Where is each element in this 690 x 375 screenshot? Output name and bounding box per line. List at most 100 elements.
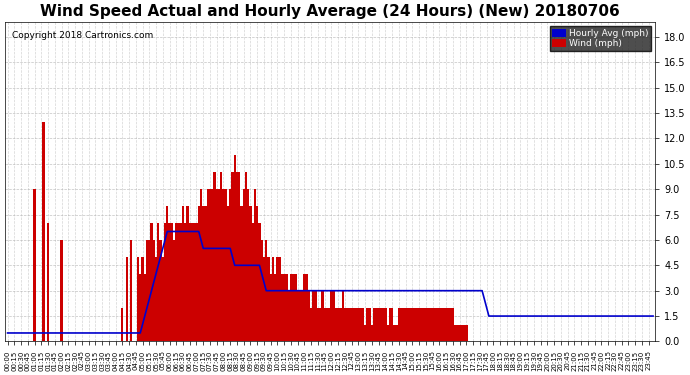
Bar [146,240,148,341]
Bar [191,223,193,341]
Bar [422,308,425,341]
Bar [126,257,128,341]
Bar [301,291,304,341]
Bar [445,308,447,341]
Bar [281,274,283,341]
Bar [351,308,353,341]
Bar [243,189,245,341]
Bar [333,291,335,341]
Bar [286,274,288,341]
Bar [218,189,220,341]
Bar [326,308,328,341]
Bar [227,206,229,341]
Bar [431,308,434,341]
Bar [267,257,270,341]
Bar [175,223,177,341]
Bar [420,308,422,341]
Bar [425,308,427,341]
Bar [322,291,324,341]
Bar [161,257,164,341]
Bar [236,172,238,341]
Bar [47,223,49,341]
Bar [186,206,188,341]
Bar [225,189,227,341]
Bar [249,206,252,341]
Bar [348,308,351,341]
Bar [148,240,150,341]
Bar [436,308,438,341]
Bar [295,274,297,341]
Bar [193,223,195,341]
Bar [362,308,364,341]
Bar [409,308,411,341]
Bar [139,274,141,341]
Bar [447,308,449,341]
Bar [229,189,231,341]
Bar [371,324,373,341]
Bar [438,308,440,341]
Bar [463,324,465,341]
Bar [272,257,274,341]
Bar [317,308,319,341]
Bar [204,206,206,341]
Bar [157,223,159,341]
Bar [292,274,295,341]
Legend: Hourly Avg (mph), Wind (mph): Hourly Avg (mph), Wind (mph) [550,26,651,51]
Bar [283,274,286,341]
Bar [427,308,429,341]
Bar [355,308,357,341]
Bar [456,324,459,341]
Bar [231,172,234,341]
Bar [454,324,456,341]
Bar [299,291,301,341]
Bar [159,240,161,341]
Bar [220,172,222,341]
Bar [137,257,139,341]
Bar [279,257,281,341]
Bar [310,308,313,341]
Bar [297,291,299,341]
Bar [395,324,397,341]
Bar [238,172,240,341]
Bar [319,308,322,341]
Text: Copyright 2018 Cartronics.com: Copyright 2018 Cartronics.com [12,32,153,40]
Bar [308,291,310,341]
Bar [404,308,407,341]
Bar [434,308,436,341]
Bar [173,240,175,341]
Bar [313,291,315,341]
Bar [61,240,63,341]
Bar [270,274,272,341]
Bar [195,223,197,341]
Bar [366,308,368,341]
Bar [459,324,461,341]
Bar [130,240,132,341]
Bar [346,308,348,341]
Bar [344,308,346,341]
Bar [245,172,247,341]
Bar [197,206,200,341]
Bar [274,274,276,341]
Bar [388,308,391,341]
Bar [353,308,355,341]
Bar [357,308,359,341]
Bar [234,155,236,341]
Bar [209,189,211,341]
Bar [206,189,209,341]
Title: Wind Speed Actual and Hourly Average (24 Hours) (New) 20180706: Wind Speed Actual and Hourly Average (24… [41,4,620,19]
Bar [184,223,186,341]
Bar [33,189,36,341]
Bar [429,308,431,341]
Bar [164,223,166,341]
Bar [377,308,380,341]
Bar [252,223,254,341]
Bar [256,206,258,341]
Bar [202,206,204,341]
Bar [254,189,256,341]
Bar [342,291,344,341]
Bar [380,308,382,341]
Bar [213,172,215,341]
Bar [170,223,173,341]
Bar [265,240,267,341]
Bar [304,274,306,341]
